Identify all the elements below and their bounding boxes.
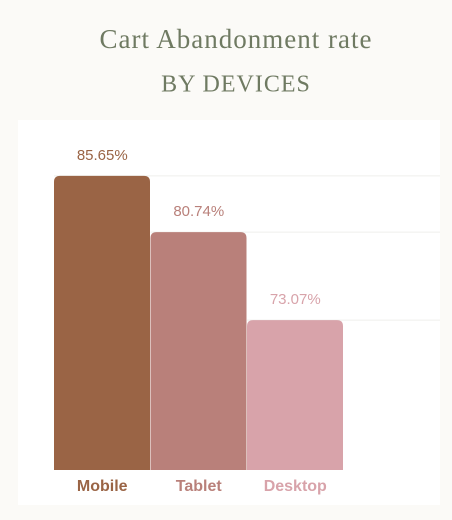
bar — [150, 232, 247, 470]
x-tick-label: Tablet — [176, 478, 223, 495]
chart-title: Cart Abandonment rate — [100, 24, 373, 54]
bar — [54, 175, 150, 470]
chart-subtitle: BY DEVICES — [161, 72, 311, 98]
x-tick-label: Desktop — [264, 478, 327, 495]
x-tick-label: Mobile — [77, 478, 128, 495]
value-label: 73.07% — [270, 291, 321, 308]
value-label: 85.65% — [77, 147, 128, 164]
value-label: 80.74% — [173, 203, 224, 220]
bar — [247, 320, 343, 470]
